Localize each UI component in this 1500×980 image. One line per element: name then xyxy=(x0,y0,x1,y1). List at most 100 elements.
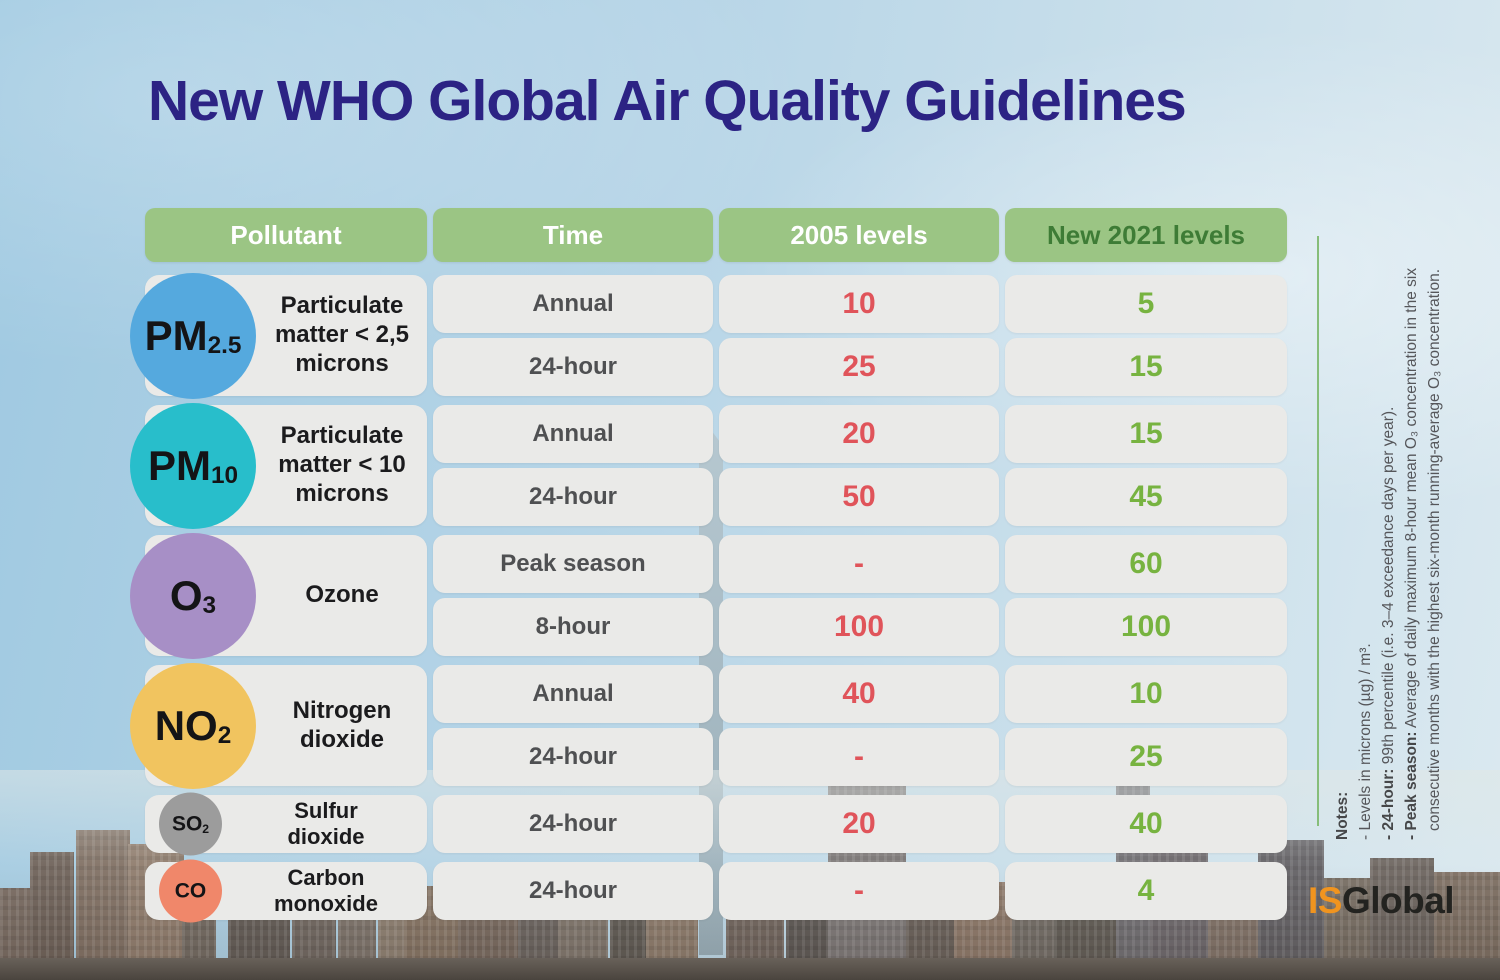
pollutant-symbol: O xyxy=(169,571,203,619)
level-2005-cell: - xyxy=(719,728,999,786)
pollutant-group: PM 2.5 Particulate matter < 2,5 microns A… xyxy=(130,272,1287,399)
pollutant-name: Particulate matter < 2,5 microns xyxy=(274,292,410,377)
pollutant-cell: CO Carbon monoxide xyxy=(145,859,427,923)
pollutant-name: Nitrogen dioxide xyxy=(292,696,392,753)
time-cell: Annual xyxy=(433,275,713,333)
level-2005-cell: 25 xyxy=(719,338,999,396)
pollutant-symbol-badge: NO 2 xyxy=(130,662,256,789)
note-peak-season: - Peak season: Average of daily maximum … xyxy=(1403,267,1420,840)
pollutant-symbol-subscript: 10 xyxy=(210,462,239,490)
level-2021-cell: 10 xyxy=(1005,665,1287,723)
pollutant-symbol-subscript: 3 xyxy=(202,592,217,620)
pollutant-symbol-badge: CO xyxy=(159,859,222,923)
header-new-2021-levels: New 2021 levels xyxy=(1005,208,1287,262)
level-2005-cell: 50 xyxy=(719,468,999,526)
pollutant-cell: PM 2.5 Particulate matter < 2,5 microns xyxy=(130,272,427,399)
table-row: Peak season - 60 xyxy=(433,535,1287,593)
table-row: 24-hour - 4 xyxy=(433,862,1287,920)
pollutant-name: Particulate matter < 10 microns xyxy=(278,422,406,507)
pollutant-symbol: PM xyxy=(144,311,208,359)
time-cell: 24-hour xyxy=(433,862,713,920)
level-2021-cell: 45 xyxy=(1005,468,1287,526)
pollutant-entries: 24-hour 20 40 xyxy=(433,795,1287,853)
pollutant-symbol-badge: SO 2 xyxy=(159,792,222,856)
time-cell: 24-hour xyxy=(433,338,713,396)
table-row: Annual 10 5 xyxy=(433,275,1287,333)
table-row: Annual 20 15 xyxy=(433,405,1287,463)
isglobal-logo: ISGlobal xyxy=(1308,880,1455,922)
pollutant-symbol-subscript: 2.5 xyxy=(207,332,242,360)
pollutant-name: Sulfur dioxide xyxy=(287,797,365,849)
table-row: Annual 40 10 xyxy=(433,665,1287,723)
time-cell: Peak season xyxy=(433,535,713,593)
level-2005-cell: 40 xyxy=(719,665,999,723)
logo-is: IS xyxy=(1308,880,1342,921)
level-2021-cell: 40 xyxy=(1005,795,1287,853)
level-2005-cell: 100 xyxy=(719,598,999,656)
time-cell: 24-hour xyxy=(433,795,713,853)
time-cell: 24-hour xyxy=(433,728,713,786)
pollutant-symbol-badge: PM 10 xyxy=(130,402,256,529)
header-pollutant: Pollutant xyxy=(145,208,427,262)
level-2005-cell: 20 xyxy=(719,405,999,463)
pollutant-symbol: NO xyxy=(154,701,218,749)
table-row: 24-hour 50 45 xyxy=(433,468,1287,526)
pollutant-group: CO Carbon monoxide 24-hour - 4 xyxy=(145,859,1287,923)
pollutant-symbol: SO xyxy=(171,812,203,836)
table-row: 24-hour - 25 xyxy=(433,728,1287,786)
notes-title: Notes: xyxy=(1334,791,1351,840)
level-2021-cell: 60 xyxy=(1005,535,1287,593)
pollutant-entries: 24-hour - 4 xyxy=(433,862,1287,920)
pollutant-cell: PM 10 Particulate matter < 10 microns xyxy=(130,402,427,529)
notes-divider-line xyxy=(1317,236,1319,826)
time-cell: Annual xyxy=(433,665,713,723)
header-2005-levels: 2005 levels xyxy=(719,208,999,262)
pollutant-symbol-badge: PM 2.5 xyxy=(130,272,256,399)
pollutant-group: SO 2 Sulfur dioxide 24-hour 20 40 xyxy=(145,792,1287,856)
pollutant-name: Ozone xyxy=(305,581,379,609)
time-cell: Annual xyxy=(433,405,713,463)
level-2005-cell: - xyxy=(719,862,999,920)
level-2005-cell: 20 xyxy=(719,795,999,853)
pollutant-symbol: PM xyxy=(147,441,211,489)
note-levels-units: - Levels in microns (µg) / m³. xyxy=(1357,643,1374,840)
time-cell: 24-hour xyxy=(433,468,713,526)
level-2021-cell: 5 xyxy=(1005,275,1287,333)
pollutant-entries: Annual 40 10 24-hour - 25 xyxy=(433,665,1287,786)
table-body: PM 2.5 Particulate matter < 2,5 microns A… xyxy=(130,272,1287,923)
pollutant-entries: Peak season - 60 8-hour 100 100 xyxy=(433,535,1287,656)
note-peak-season-continued: consecutive months with the highest six-… xyxy=(1426,268,1443,831)
level-2005-cell: 10 xyxy=(719,275,999,333)
pollutant-symbol-subscript: 2 xyxy=(202,822,210,837)
table-row: 8-hour 100 100 xyxy=(433,598,1287,656)
level-2021-cell: 4 xyxy=(1005,862,1287,920)
table-header-row: Pollutant Time 2005 levels New 2021 leve… xyxy=(145,208,1287,262)
pollutant-group: PM 10 Particulate matter < 10 microns Ann… xyxy=(130,402,1287,529)
header-time: Time xyxy=(433,208,713,262)
pollutant-group: NO 2 Nitrogen dioxide Annual 40 10 24-hou… xyxy=(130,662,1287,789)
pollutant-entries: Annual 20 15 24-hour 50 45 xyxy=(433,405,1287,526)
pollutant-name: Carbon monoxide xyxy=(274,864,378,916)
level-2021-cell: 15 xyxy=(1005,405,1287,463)
level-2021-cell: 25 xyxy=(1005,728,1287,786)
table-row: 24-hour 20 40 xyxy=(433,795,1287,853)
level-2005-cell: - xyxy=(719,535,999,593)
pollutant-cell: SO 2 Sulfur dioxide xyxy=(145,792,427,856)
pollutant-entries: Annual 10 5 24-hour 25 15 xyxy=(433,275,1287,396)
notes-block: Notes: - Levels in microns (µg) / m³. - … xyxy=(1331,234,1446,840)
time-cell: 8-hour xyxy=(433,598,713,656)
guidelines-table: Pollutant Time 2005 levels New 2021 leve… xyxy=(130,208,1287,929)
page-title: New WHO Global Air Quality Guidelines xyxy=(148,69,1187,133)
pollutant-cell: NO 2 Nitrogen dioxide xyxy=(130,662,427,789)
table-row: 24-hour 25 15 xyxy=(433,338,1287,396)
waterline xyxy=(0,958,1500,980)
note-24-hour: - 24-hour: 99th percentile (i.e. 3–4 exc… xyxy=(1380,406,1397,840)
logo-global: Global xyxy=(1341,880,1455,921)
level-2021-cell: 15 xyxy=(1005,338,1287,396)
pollutant-symbol: CO xyxy=(174,879,207,903)
pollutant-symbol-subscript: 2 xyxy=(217,722,232,750)
